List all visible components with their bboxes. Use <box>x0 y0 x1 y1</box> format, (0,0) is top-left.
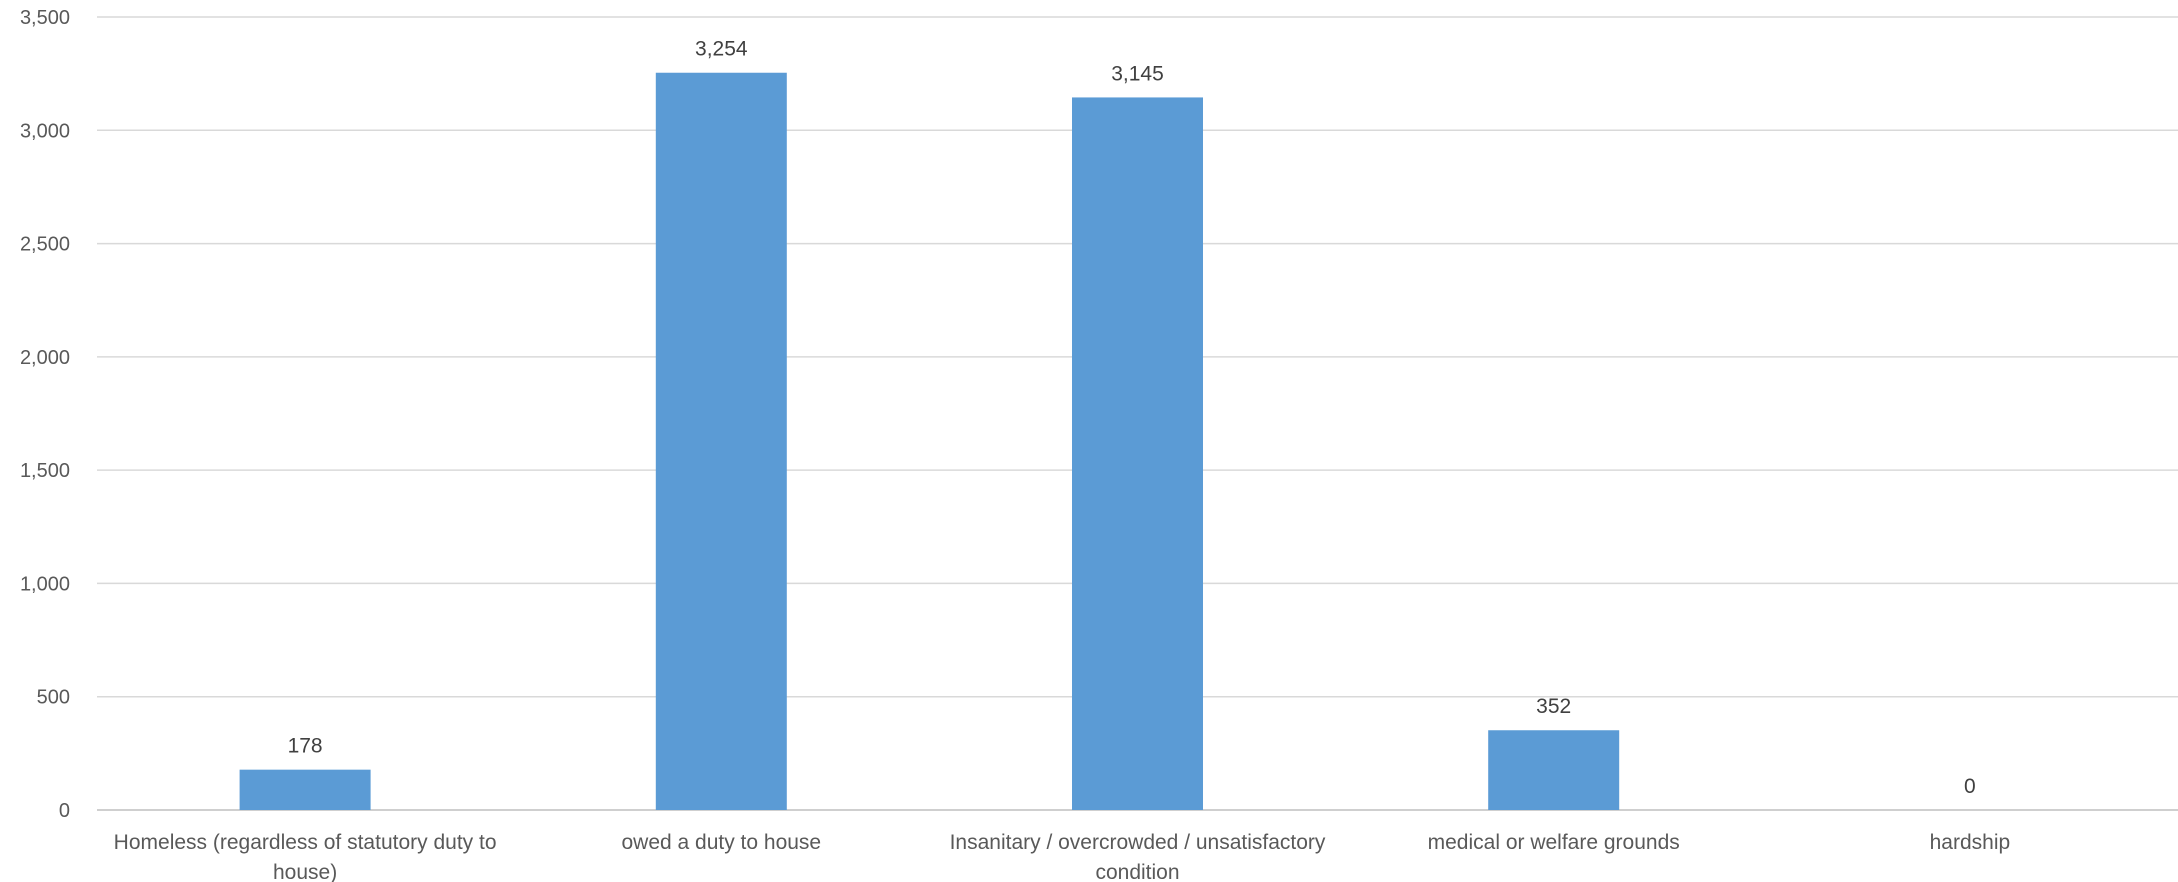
y-tick-label: 3,500 <box>20 7 70 29</box>
category-label: condition <box>1095 861 1179 882</box>
y-tick-label: 3,000 <box>20 120 70 142</box>
category-label: house) <box>273 861 337 882</box>
bar <box>1072 97 1203 810</box>
data-label: 352 <box>1536 695 1571 718</box>
category-label: Homeless (regardless of statutory duty t… <box>114 831 497 854</box>
y-tick-label: 0 <box>59 800 70 822</box>
bar <box>655 72 787 810</box>
y-tick-label: 1,000 <box>20 573 70 595</box>
data-label: 3,254 <box>695 38 748 61</box>
bar <box>1488 730 1620 810</box>
data-labels: 178 3,254 3,145 352 0 <box>288 38 1976 798</box>
bars <box>239 72 1620 810</box>
y-tick-label: 2,000 <box>20 347 70 369</box>
data-label: 0 <box>1964 775 1976 798</box>
category-label: hardship <box>1930 831 2011 854</box>
data-label: 178 <box>288 735 323 758</box>
y-tick-label: 500 <box>37 687 70 709</box>
data-label: 3,145 <box>1111 62 1164 85</box>
x-axis: Homeless (regardless of statutory duty t… <box>114 831 2011 882</box>
bar <box>239 769 371 810</box>
category-label: medical or welfare grounds <box>1428 831 1680 854</box>
y-axis: 0 500 1,000 1,500 2,000 2,500 3,000 3,500 <box>20 7 70 822</box>
category-label: Insanitary / overcrowded / unsatisfactor… <box>950 831 1326 854</box>
y-tick-label: 1,500 <box>20 460 70 482</box>
category-label: owed a duty to house <box>621 831 821 854</box>
y-tick-label: 2,500 <box>20 234 70 256</box>
